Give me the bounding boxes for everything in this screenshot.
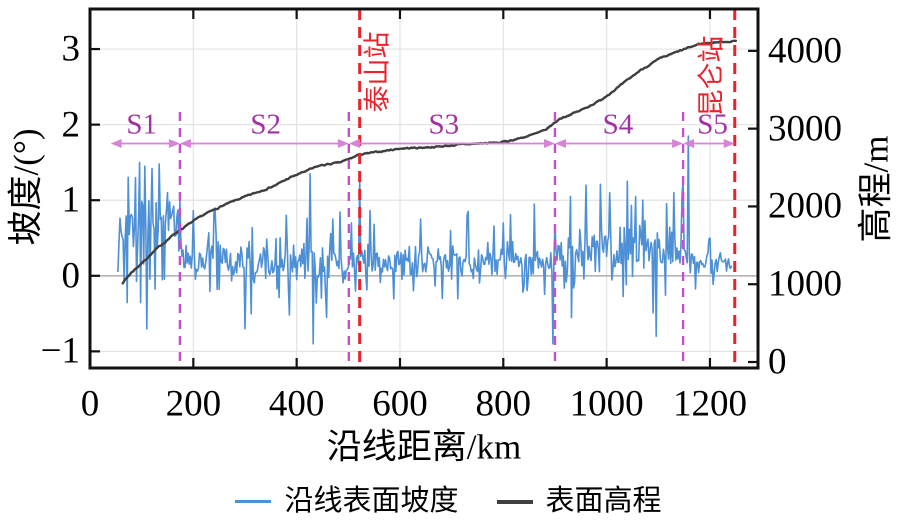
legend-item-surface-elevation: 表面高程 [496,485,662,517]
y-right-axis-title: 高程/m [856,135,896,243]
y-right-tick-label: 3000 [768,108,842,150]
y-left-tick-label: −1 [40,330,80,372]
x-tick-label: 1000 [569,383,644,425]
x-tick-label: 200 [165,383,222,425]
station-label-taishan: 泰山站 [362,31,393,113]
x-tick-label: 400 [268,383,325,425]
station-label-kunlun: 昆仑站 [696,35,727,117]
y-left-tick-label: 3 [61,28,81,70]
y-left-tick-label: 2 [61,104,81,146]
x-tick-label: 600 [372,383,428,425]
legend-label-surface-slope: 沿线表面坡度 [284,485,459,517]
segment-label-s3: S3 [428,108,460,141]
y-left-axis-title: 坡度/(°) [6,128,46,246]
y-right-tick-label: 0 [768,341,787,383]
segment-label-s2: S2 [250,108,281,141]
segment-label-s4: S4 [602,108,634,141]
elevation-line-swatch [496,499,533,504]
x-axis-title: 沿线距离/km [326,427,522,467]
legend-label-surface-elevation: 表面高程 [545,485,662,517]
x-tick-label: 0 [80,383,100,425]
legend-item-surface-slope: 沿线表面坡度 [235,485,459,517]
slope-line-swatch [235,500,272,503]
x-tick-label: 1200 [672,383,747,425]
y-right-tick-label: 4000 [768,30,842,72]
segment-label-s1: S1 [126,108,157,141]
y-right-tick-label: 2000 [768,185,842,227]
y-left-tick-label: 0 [61,255,81,297]
segment-label-s5: S5 [697,108,728,141]
legend: 沿线表面坡度 表面高程 [0,487,897,516]
y-right-tick-label: 1000 [768,263,842,305]
y-left-tick-label: 1 [61,179,81,221]
x-tick-label: 800 [475,383,532,425]
